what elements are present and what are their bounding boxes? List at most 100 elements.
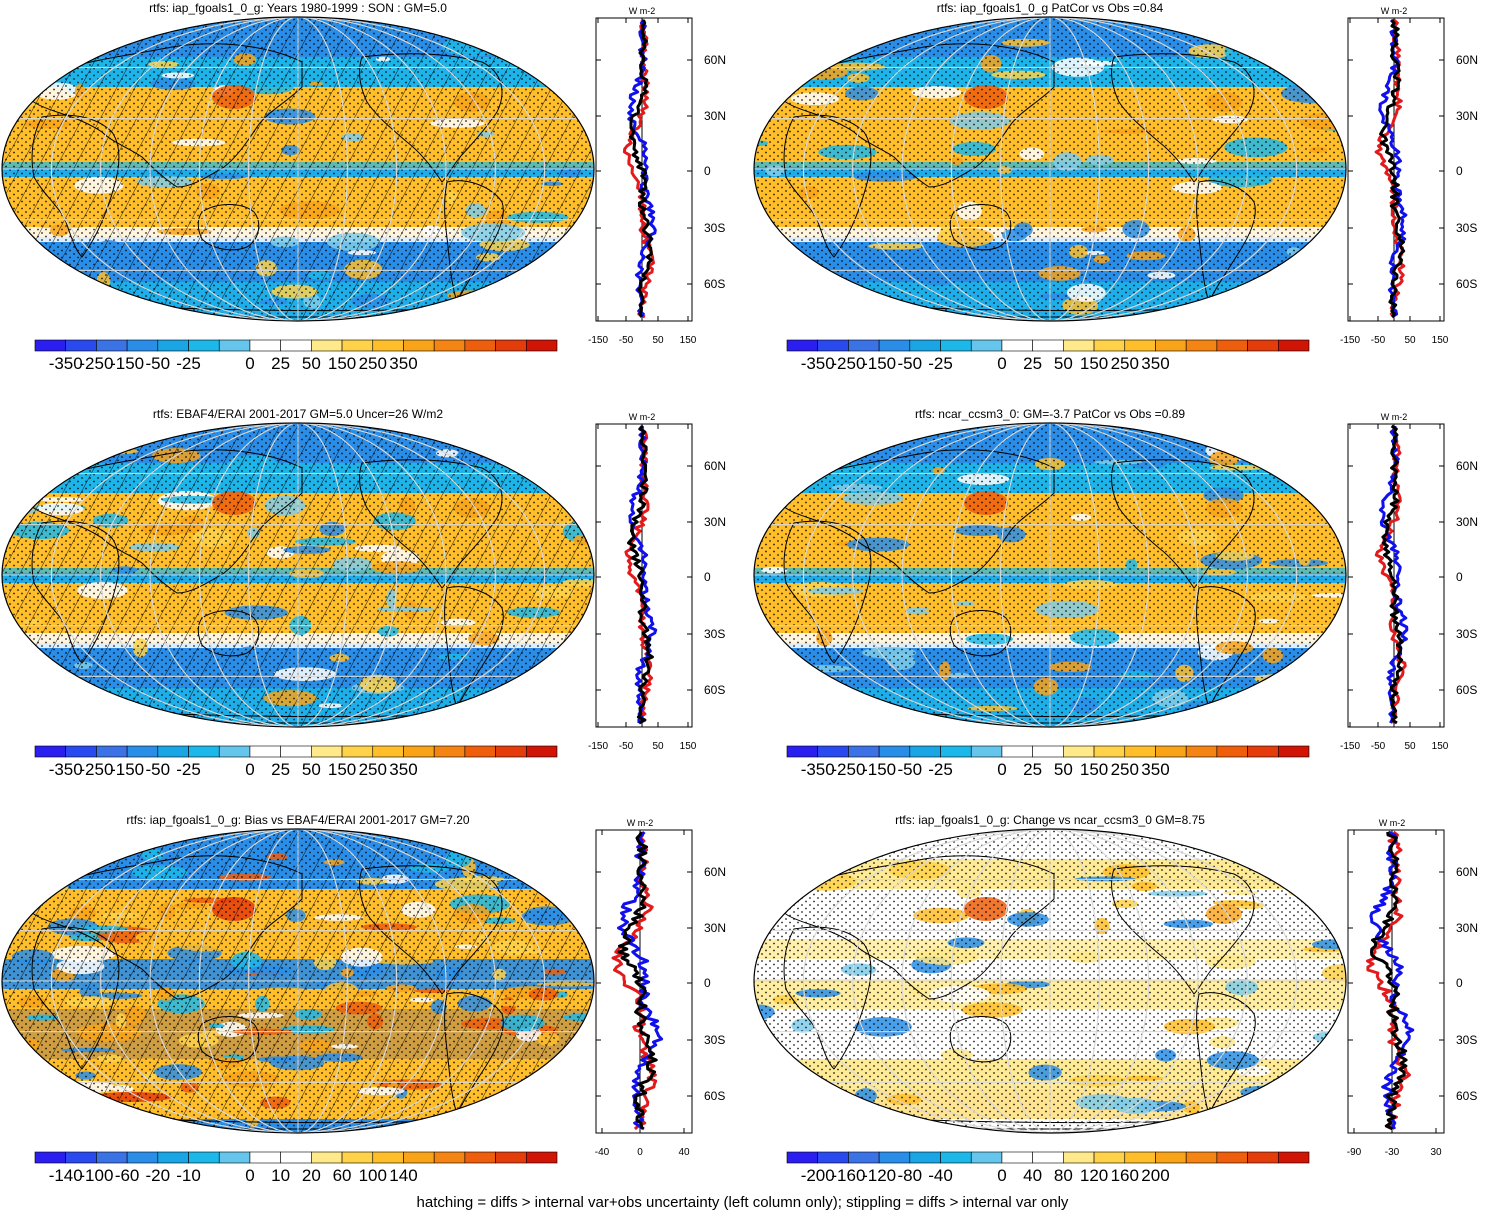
profile-xtick-label: 50 xyxy=(652,335,664,346)
profile-xtick-label: 50 xyxy=(1404,335,1416,346)
colorbar-label: -60 xyxy=(114,1166,140,1185)
colorbar-swatch xyxy=(311,339,343,352)
colorbar-label: -100 xyxy=(79,1166,114,1185)
profile-units-label: W m-2 xyxy=(1381,6,1408,16)
colorbar-label: -50 xyxy=(897,760,923,779)
colorbar-swatch xyxy=(218,1151,251,1164)
colorbar-swatch xyxy=(403,339,435,352)
profile-xtick-label: -50 xyxy=(1371,741,1386,752)
colorbar-swatch xyxy=(311,1151,343,1164)
colorbar-swatch xyxy=(1247,1151,1279,1164)
colorbar-label: 50 xyxy=(1053,760,1073,779)
zonal-profile-frame xyxy=(1347,17,1445,322)
colorbar xyxy=(786,745,1310,758)
profile-xtick-label: -50 xyxy=(619,335,634,346)
colorbar-swatch xyxy=(65,745,97,758)
latitude-label: 30N xyxy=(704,515,726,529)
colorbar-label: -350 xyxy=(48,760,83,779)
colorbar-swatch xyxy=(433,745,466,758)
colorbar-label: 50 xyxy=(1053,354,1073,373)
colorbar-label: 25 xyxy=(271,760,291,779)
profile-units-label: W m-2 xyxy=(627,818,654,828)
map-outline xyxy=(753,828,1347,1134)
latitude-label: 30S xyxy=(1456,1033,1477,1047)
colorbar-swatch xyxy=(1185,1151,1218,1164)
colorbar-swatch xyxy=(1155,745,1187,758)
colorbar-swatch xyxy=(1093,1151,1126,1164)
colorbar-label: -25 xyxy=(176,354,201,373)
profile-xtick-label: 50 xyxy=(652,741,664,752)
panel-title: rtfs: iap_fgoals1_0_g: Change vs ncar_cc… xyxy=(895,813,1205,827)
colorbar-swatch xyxy=(525,1151,558,1164)
colorbar-swatch xyxy=(34,339,67,352)
colorbar-label: 350 xyxy=(389,760,418,779)
profile-line-black xyxy=(617,831,658,1130)
colorbar-label: -250 xyxy=(79,760,114,779)
latitude-label: 60N xyxy=(1456,865,1478,879)
latitude-label: 30S xyxy=(1456,221,1477,235)
colorbar-swatch xyxy=(341,339,374,352)
colorbar-swatch xyxy=(1216,745,1248,758)
colorbar-swatch xyxy=(1185,339,1218,352)
latitude-label: 60S xyxy=(704,277,725,291)
profile-xtick-label: -150 xyxy=(588,335,608,346)
profile-xtick-label: 30 xyxy=(1430,1147,1442,1158)
latitude-label: 60N xyxy=(1456,459,1478,473)
map-outline xyxy=(1,16,595,322)
profile-line-black xyxy=(627,424,654,725)
colorbar-label: 10 xyxy=(271,1166,291,1185)
colorbar-swatch xyxy=(786,1151,819,1164)
panel-title: rtfs: ncar_ccsm3_0: GM=-3.7 PatCor vs Ob… xyxy=(914,407,1186,421)
colorbar-swatch xyxy=(817,745,849,758)
profile-line-red xyxy=(611,831,658,1131)
colorbar-swatch xyxy=(495,339,527,352)
colorbar-label: 0 xyxy=(997,1166,1007,1185)
colorbar-swatch xyxy=(909,745,941,758)
colorbar-swatch xyxy=(786,339,819,352)
colorbar-label: -150 xyxy=(110,760,145,779)
colorbar-swatch xyxy=(940,745,972,758)
map-panel-5: rtfs: iap_fgoals1_0_g: Bias vs EBAF4/ERA… xyxy=(0,812,740,1197)
colorbar-label: 160 xyxy=(1110,1166,1139,1185)
colorbar-swatch xyxy=(970,1151,1003,1164)
colorbar-swatch xyxy=(1185,745,1218,758)
colorbar-label: -150 xyxy=(110,354,145,373)
colorbar-label: 250 xyxy=(358,354,387,373)
map-field xyxy=(2,423,594,727)
profile-line-blue xyxy=(627,18,657,318)
profile-line-blue xyxy=(1378,426,1409,724)
colorbar-swatch xyxy=(65,339,97,352)
colorbar-label: -50 xyxy=(897,354,923,373)
colorbar-swatch xyxy=(433,1151,466,1164)
profile-xtick-label: -150 xyxy=(1340,741,1360,752)
colorbar-label: 0 xyxy=(245,1166,255,1185)
profile-xtick-label: 150 xyxy=(1432,335,1449,346)
colorbar-swatch xyxy=(817,339,849,352)
colorbar-label: -250 xyxy=(831,354,866,373)
latitude-label: 60N xyxy=(704,53,726,67)
colorbar-swatch xyxy=(1247,745,1279,758)
profile-units-label: W m-2 xyxy=(629,6,656,16)
colorbar-swatch xyxy=(126,745,159,758)
colorbar-label: -25 xyxy=(928,760,953,779)
colorbar-swatch xyxy=(495,745,527,758)
map-field xyxy=(2,17,594,321)
colorbar-swatch xyxy=(1063,1151,1095,1164)
colorbar-label: -25 xyxy=(176,760,201,779)
colorbar-label: 50 xyxy=(301,760,321,779)
colorbar xyxy=(34,745,558,758)
colorbar-label: 250 xyxy=(358,760,387,779)
colorbar-label: 0 xyxy=(997,760,1007,779)
colorbar xyxy=(786,1151,1310,1164)
colorbar-swatch xyxy=(157,745,189,758)
colorbar-swatch xyxy=(96,339,128,352)
colorbar-label: -200 xyxy=(800,1166,835,1185)
colorbar-swatch xyxy=(940,339,972,352)
map-outline xyxy=(753,16,1347,322)
colorbar-swatch xyxy=(1001,339,1033,352)
latitude-label: 0 xyxy=(1456,570,1463,584)
panel-graphic: -150 -50 50 150 W m-2 0 60N 30N 30S 60S xyxy=(1,6,726,352)
colorbar-swatch xyxy=(878,745,911,758)
colorbar-label: 80 xyxy=(1053,1166,1073,1185)
colorbar-swatch xyxy=(1124,1151,1156,1164)
